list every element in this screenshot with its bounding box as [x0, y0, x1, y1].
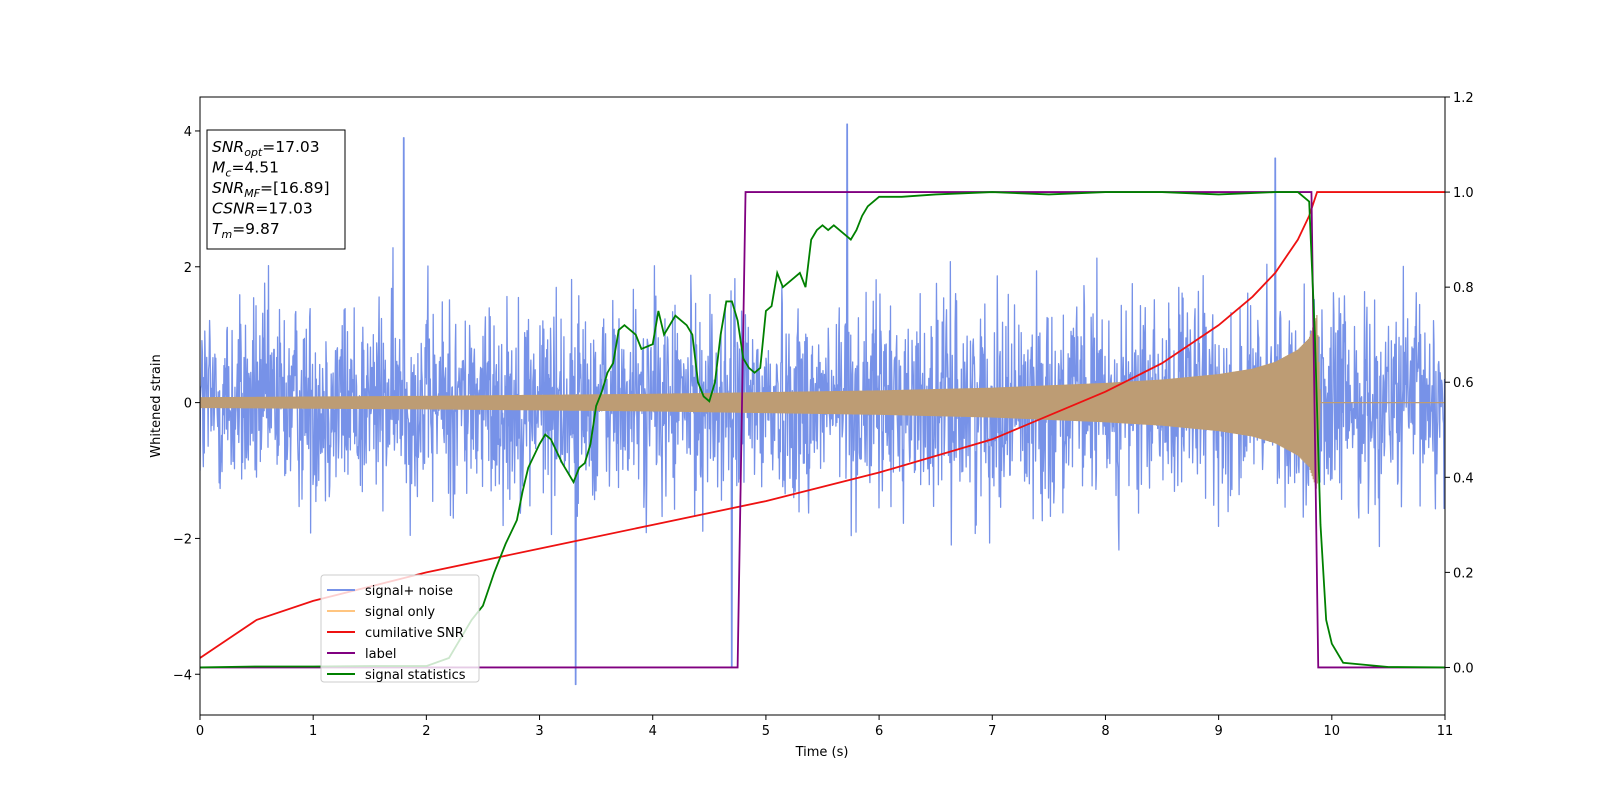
x-tick-label: 3: [535, 724, 543, 739]
y2-tick-label: 1.0: [1453, 186, 1474, 201]
y-tick-label: 4: [184, 125, 192, 140]
annotation-line: Tm=9.87: [212, 220, 280, 241]
y-tick-label: 2: [184, 261, 192, 276]
y-tick-label: −2: [173, 532, 192, 547]
x-tick-label: 1: [309, 724, 317, 739]
x-tick-label: 11: [1437, 724, 1454, 739]
legend: signal+ noise signal only cumilative SNR la…: [320, 574, 480, 683]
y-tick-label: −4: [173, 668, 192, 683]
x-tick-label: 2: [422, 724, 430, 739]
y2-tick-label: 0.0: [1453, 661, 1474, 676]
annotation-line: SNRMF=[16.89]: [212, 179, 330, 200]
plot-frame: [199, 96, 1446, 716]
legend-frame: [320, 574, 480, 683]
y2-tick-label: 0.8: [1453, 281, 1474, 296]
legend-label: signal only: [365, 605, 435, 620]
x-tick-label: 0: [196, 724, 204, 739]
x-axis-label: Time (s): [795, 745, 849, 760]
x-tick-label: 5: [762, 724, 770, 739]
x-tick-label: 6: [875, 724, 883, 739]
annotation-line: SNRopt=17.03: [212, 138, 320, 159]
series-label-line: [200, 191, 1445, 669]
x-tick-label: 10: [1324, 724, 1341, 739]
series-signal-only-line: [200, 315, 1445, 489]
annotation-line: CSNR=17.03: [212, 200, 313, 218]
x-tick-label: 7: [988, 724, 996, 739]
y-axis-label: Whitened strain: [149, 354, 164, 457]
x-tick-label: 9: [1214, 724, 1222, 739]
y-tick-label: 0: [184, 397, 192, 412]
x-tick-label: 8: [1101, 724, 1109, 739]
y2-tick-label: 1.2: [1453, 91, 1474, 106]
y2-tick-label: 0.6: [1453, 376, 1474, 391]
legend-label: signal+ noise: [365, 584, 453, 599]
annotation-line: Mc=4.51: [212, 159, 279, 180]
series-signal-statistics-line: [200, 191, 1445, 669]
legend-label: cumilative SNR: [365, 626, 464, 641]
x-tick-label: 4: [649, 724, 657, 739]
y2-tick-label: 0.2: [1453, 566, 1474, 581]
annotation-frame: [206, 129, 346, 250]
axes-ticks: 0 1 2 3 4 5 6 7 8 9 10 11 4 2 0 −2 −4 1.2 1.0 0.8 0.6 0.4 0.2 0…: [173, 91, 1474, 739]
legend-label: label: [365, 647, 396, 662]
legend-label: signal statistics: [365, 668, 466, 683]
annotation-box: SNRopt=17.03Mc=4.51SNRMF=[16.89]CSNR=17.…: [206, 129, 346, 250]
y2-tick-label: 0.4: [1453, 471, 1474, 486]
